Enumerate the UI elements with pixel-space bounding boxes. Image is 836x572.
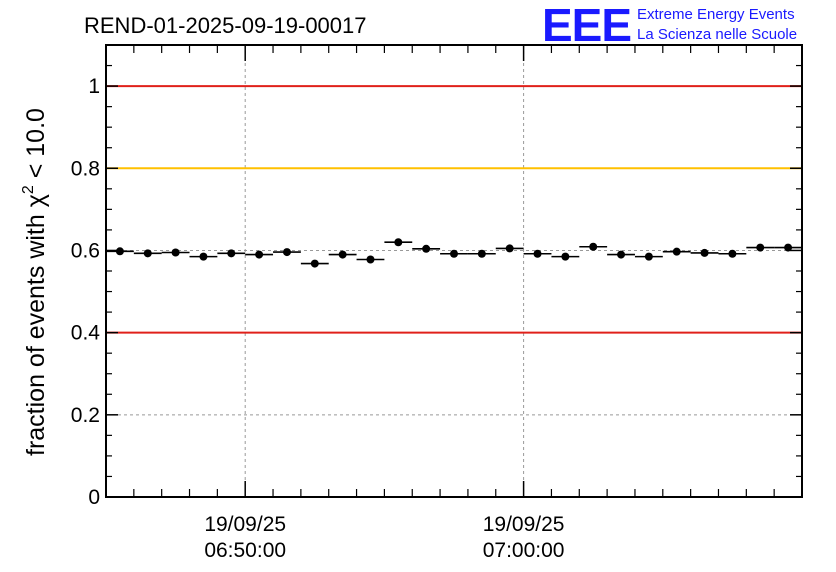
plot-frame <box>105 44 803 498</box>
y-tick-label: 1 <box>88 75 100 98</box>
data-point <box>784 243 793 252</box>
data-point <box>561 252 570 261</box>
data-point <box>422 244 431 253</box>
data-point <box>450 249 458 258</box>
data-point <box>505 244 514 253</box>
y-tick-label: 0.8 <box>71 157 100 180</box>
data-point <box>672 247 681 256</box>
x-tick-label-time: 07:00:00 <box>483 539 565 562</box>
y-tick-label: 0.6 <box>71 239 100 262</box>
data-point <box>310 259 319 268</box>
data-point <box>533 249 542 258</box>
data-point <box>227 249 236 258</box>
data-point <box>394 238 403 247</box>
data-points <box>106 238 802 268</box>
data-point <box>199 252 208 261</box>
y-axis-label: fraction of events with χ2 < 10.0 <box>20 108 50 456</box>
y-tick-label: 0.2 <box>71 404 100 427</box>
data-point <box>728 249 737 258</box>
data-point <box>282 248 291 257</box>
x-tick-labels: 19/09/25 06:50:00 19/09/25 07:00:00 <box>204 513 564 562</box>
data-point <box>477 249 486 258</box>
data-point <box>115 247 124 256</box>
data-point <box>143 249 152 258</box>
x-tick-label-date: 19/09/25 <box>204 513 286 536</box>
reference-lines <box>106 85 802 334</box>
data-point <box>338 250 347 259</box>
data-point <box>366 255 375 264</box>
data-point <box>589 242 598 251</box>
data-point <box>756 243 765 252</box>
data-point <box>171 248 180 257</box>
axis-ticks <box>106 45 802 498</box>
x-tick-label-time: 06:50:00 <box>204 539 286 562</box>
eee-logo: EEE Extreme Energy Events La Scienza nel… <box>542 0 797 51</box>
chart-title: REND-01-2025-09-19-00017 <box>84 13 367 38</box>
y-tick-label: 0.4 <box>71 322 101 345</box>
y-tick-labels: 0 0.2 0.4 0.6 0.8 1 <box>71 75 101 509</box>
grid-lines <box>106 45 802 497</box>
data-point <box>255 250 264 259</box>
logo-line-2: La Scienza nelle Scuole <box>637 26 797 43</box>
data-point <box>644 252 653 261</box>
eee-logo-text: EEE <box>542 0 631 51</box>
data-point <box>617 250 626 259</box>
x-tick-label-date: 19/09/25 <box>483 513 565 536</box>
logo-line-1: Extreme Energy Events <box>637 6 795 23</box>
data-point <box>700 248 709 257</box>
y-tick-label: 0 <box>88 486 100 509</box>
